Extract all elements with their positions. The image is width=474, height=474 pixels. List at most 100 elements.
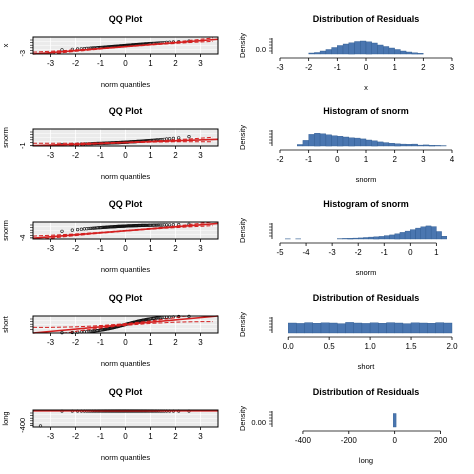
histogram-bar [386,322,395,334]
x-tick-label: -3 [47,244,55,253]
qq-y-axis-label: x [1,43,10,47]
x-tick-label: 2 [421,63,426,72]
x-tick-label: 1.5 [405,342,417,351]
qq-reference-line [32,315,219,334]
histogram-bar [308,52,315,55]
histogram-bar [419,322,428,334]
histogram-x-axis-label: long [359,456,373,465]
qq-point [187,135,191,139]
qq-point [92,329,96,333]
qq-y-axis-label: snorm [1,127,10,148]
histogram-bar [369,322,379,334]
x-tick-label: -3 [276,63,284,72]
x-tick-label: 0 [123,432,128,441]
qq-panel-2: -3 -2 -1 0 1 2 3 -1 QQ Plot norm quantiles snorm [1,106,219,181]
x-tick-label: -2 [72,244,80,253]
histogram-bar [417,53,424,55]
x-tick-label: -2 [355,248,363,257]
qq-plot-title: QQ Plot [109,199,143,209]
qq-point [168,223,172,227]
histogram-bar [328,322,338,334]
histogram-bar [394,322,404,334]
qq-panel-1: -3 -2 -1 0 1 2 3 -3 QQ Plot norm quantiles x [1,14,219,89]
histogram-bar [394,143,401,147]
qq-point [87,226,91,231]
histogram-bars [297,133,447,147]
qq-x-axis-label: norm quantiles [101,359,150,368]
qq-plot-title: QQ Plot [109,387,143,397]
histogram-bar [342,238,348,240]
histogram-bar [342,136,350,147]
histogram-bar [394,49,401,55]
qq-band-line [32,221,214,237]
histogram-bar [441,235,448,240]
qq-y-axis-label: long [1,411,10,425]
qq-band-line [32,37,214,53]
x-tick-label: -1 [381,248,389,257]
histogram-bar [394,233,401,240]
x-tick-label: 3 [421,155,426,164]
qq-x-axis-label: norm quantiles [101,265,150,274]
histogram-bar [320,322,330,334]
histogram-bar [365,139,372,147]
qq-band-line [33,40,214,55]
x-tick-label: -1 [97,244,105,253]
x-tick-label: -2 [276,155,284,164]
histogram-bar [428,145,436,147]
histogram-y-axis-label: Density [238,406,247,431]
y-tick-label: -4 [18,235,27,242]
histogram-bar [427,323,436,334]
x-tick-label: 1.0 [365,342,377,351]
qq-confidence-band [32,37,214,55]
histogram-bar [425,225,432,240]
x-tick-label: 3 [198,338,203,347]
qq-plot-title: QQ Plot [109,106,143,116]
histogram-x-axis-label: x [364,83,368,92]
x-tick-label: -1 [334,63,342,72]
y-tick-label: -400 [18,418,27,433]
x-tick-label: 0 [123,59,128,68]
x-tick-label: -2 [72,151,80,160]
histogram-bar [342,43,350,55]
qq-point [155,316,159,320]
x-tick-label: 2 [173,432,178,441]
histogram-bar [431,226,437,240]
histogram-bar [443,322,453,334]
histogram-bar [410,229,416,240]
histogram-bar [319,133,327,147]
qq-plot-title: QQ Plot [109,14,143,24]
histogram-bar [405,144,413,147]
qq-point [79,227,83,231]
histogram-bar [402,323,412,334]
x-tick-label: 4 [450,155,455,164]
histogram-bar [361,323,371,334]
histogram-bar [348,137,355,147]
qq-point [91,226,95,230]
histogram-y-axis-label: Density [238,125,247,150]
x-tick-label: -3 [47,338,55,347]
x-tick-label: 0.0 [283,342,295,351]
x-tick-label: 200 [434,436,448,445]
x-tick-label: -200 [341,436,358,445]
x-tick-label: 3 [198,151,203,160]
x-tick-label: 0.5 [324,342,336,351]
x-tick-label: 2 [392,155,397,164]
histogram-bar [383,46,390,55]
qq-point [101,225,105,229]
qq-point [160,223,164,227]
histogram-bar [304,322,314,334]
x-tick-label: -400 [295,436,312,445]
qq-point [152,223,156,227]
histogram-bar [325,49,332,55]
qq-band-line [33,225,214,240]
x-tick-label: 0 [123,151,128,160]
histogram-bar [378,323,387,334]
histogram-bar [314,133,321,147]
x-tick-label: 3 [198,59,203,68]
histogram-bar [383,142,390,147]
histogram-title: Distribution of Residuals [313,14,420,24]
histogram-bar [435,322,445,334]
histogram-bar [365,41,372,55]
y-tick-label: -3 [18,50,27,57]
